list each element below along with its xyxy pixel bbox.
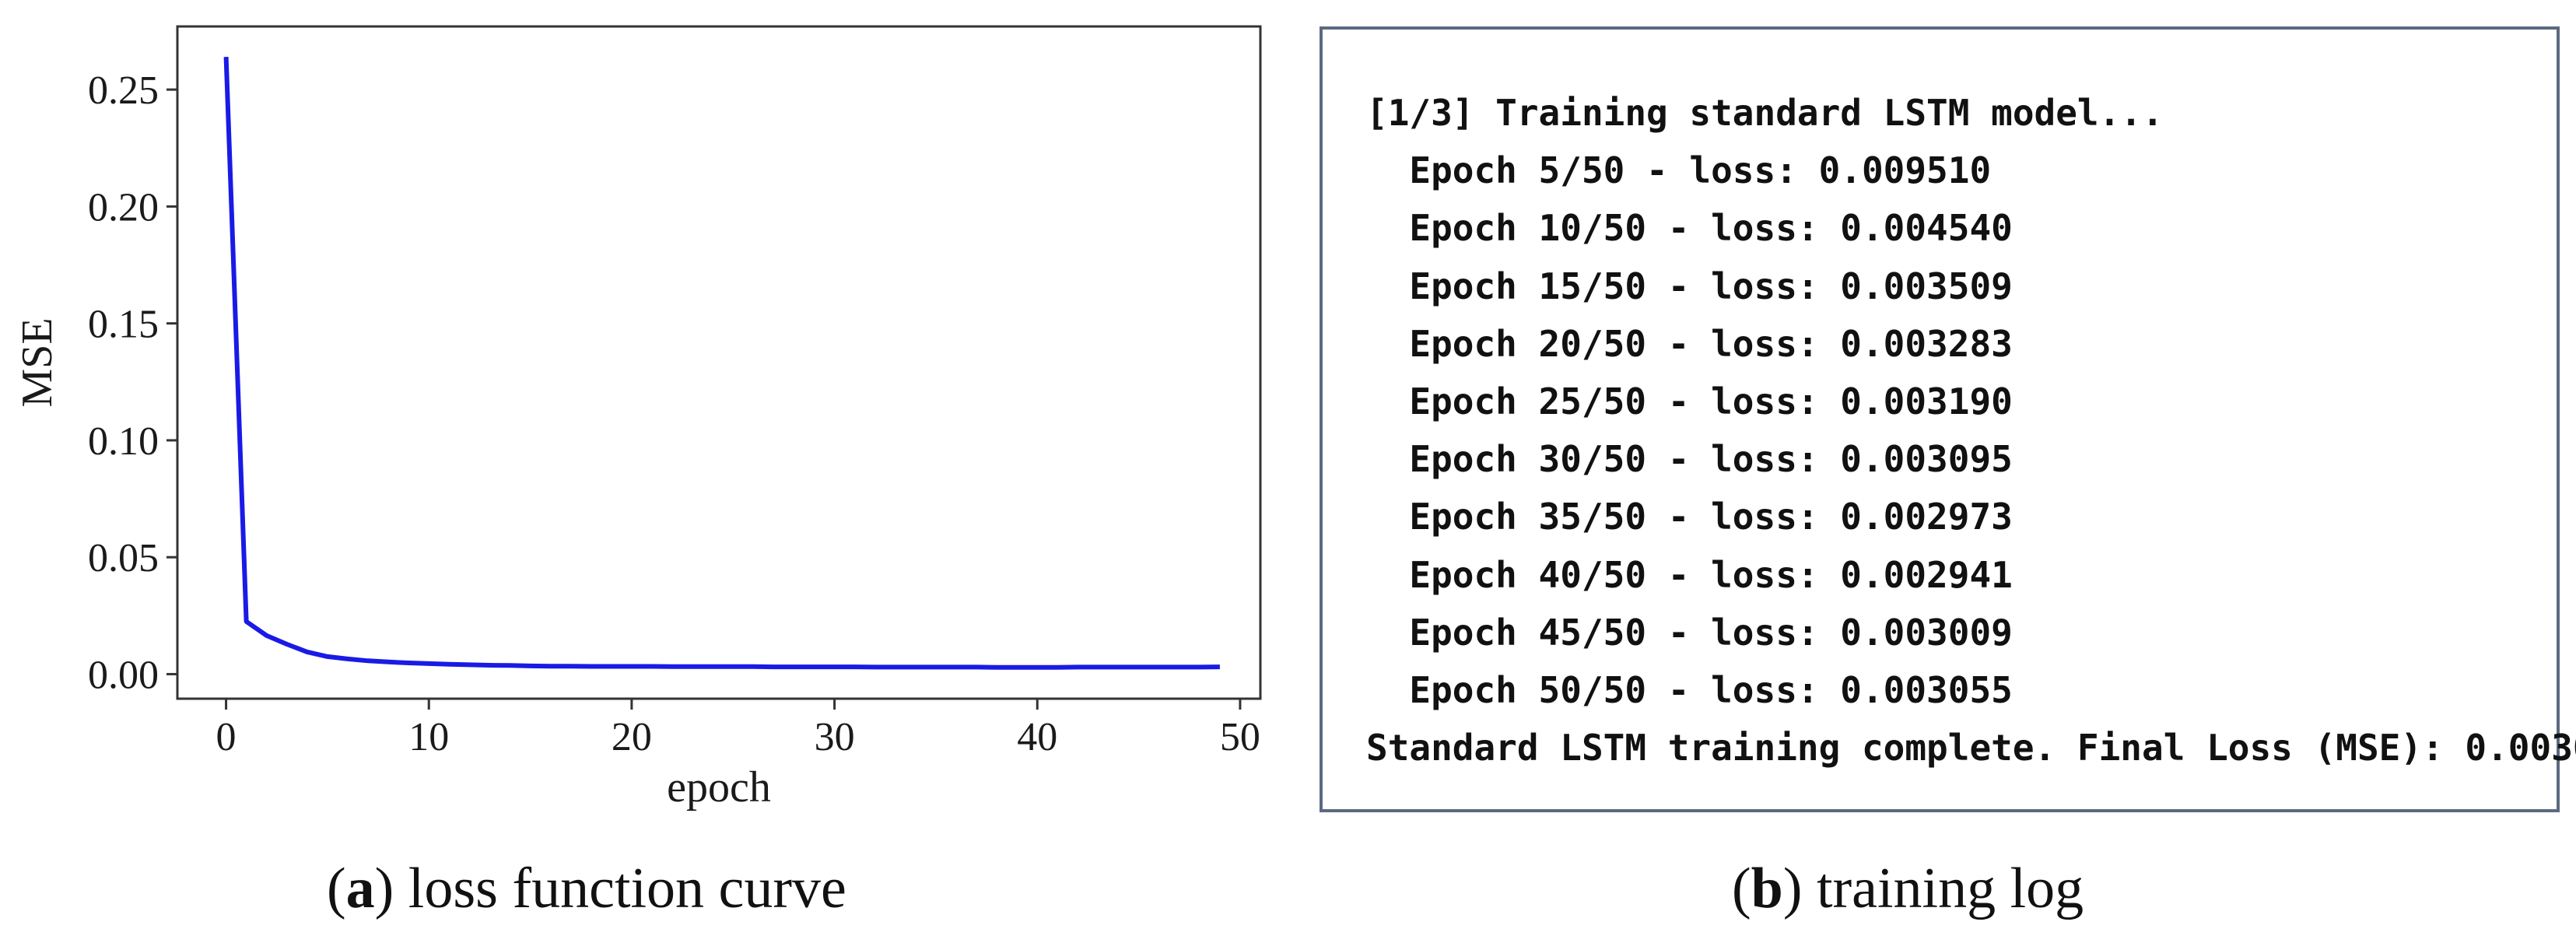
caption-b-letter: b xyxy=(1751,857,1783,920)
caption-b: (b) training log xyxy=(1732,857,2084,920)
log-line: Epoch 20/50 - loss: 0.003283 xyxy=(1366,322,2013,365)
log-line: Epoch 35/50 - loss: 0.002973 xyxy=(1366,496,2013,538)
series-layer xyxy=(223,56,1220,670)
caption-a-letter: a xyxy=(345,857,375,920)
x-tick-label: 50 xyxy=(1220,715,1260,759)
x-axis: 0 10 20 30 40 50 xyxy=(216,699,1260,759)
log-line: Epoch 40/50 - loss: 0.002941 xyxy=(1366,553,2013,596)
caption-a: (a) loss function curve xyxy=(327,857,846,920)
y-tick-label: 0.15 xyxy=(88,303,159,347)
log-line: Epoch 25/50 - loss: 0.003190 xyxy=(1366,380,2013,422)
x-tick-label: 20 xyxy=(612,715,652,759)
y-axis-title: MSE xyxy=(13,317,61,407)
log-line: [1/3] Training standard LSTM model... xyxy=(1366,92,2164,134)
mse-series-line xyxy=(223,56,1220,670)
x-tick-label: 10 xyxy=(408,715,449,759)
log-line: Epoch 15/50 - loss: 0.003509 xyxy=(1366,265,2013,307)
x-axis-title: epoch xyxy=(667,763,771,812)
x-tick-label: 0 xyxy=(216,715,237,759)
log-line: Epoch 45/50 - loss: 0.003009 xyxy=(1366,611,2013,654)
log-line: Epoch 30/50 - loss: 0.003095 xyxy=(1366,438,2013,481)
log-line: Epoch 10/50 - loss: 0.004540 xyxy=(1366,207,2013,250)
y-tick-label: 0.05 xyxy=(88,536,159,580)
log-line: Epoch 5/50 - loss: 0.009510 xyxy=(1366,149,1992,192)
x-tick-label: 30 xyxy=(815,715,855,759)
x-tick-label: 40 xyxy=(1017,715,1057,759)
training-log-panel: [1/3] Training standard LSTM model... Ep… xyxy=(1320,26,2576,812)
y-tick-label: 0.25 xyxy=(88,68,159,113)
y-axis: 0.00 0.05 0.10 0.15 0.20 0.25 xyxy=(88,68,177,697)
y-tick-label: 0.20 xyxy=(88,185,159,230)
log-line: Standard LSTM training complete. Final L… xyxy=(1366,727,2576,769)
log-line: Epoch 50/50 - loss: 0.003055 xyxy=(1366,668,2013,711)
plot-frame xyxy=(176,25,1262,700)
y-tick-label: 0.10 xyxy=(88,419,159,464)
loss-chart: 0 10 20 30 40 50 0.00 0.05 0.10 0.15 0.20 0.25 epo… xyxy=(13,25,1262,812)
y-tick-label: 0.00 xyxy=(88,653,159,697)
